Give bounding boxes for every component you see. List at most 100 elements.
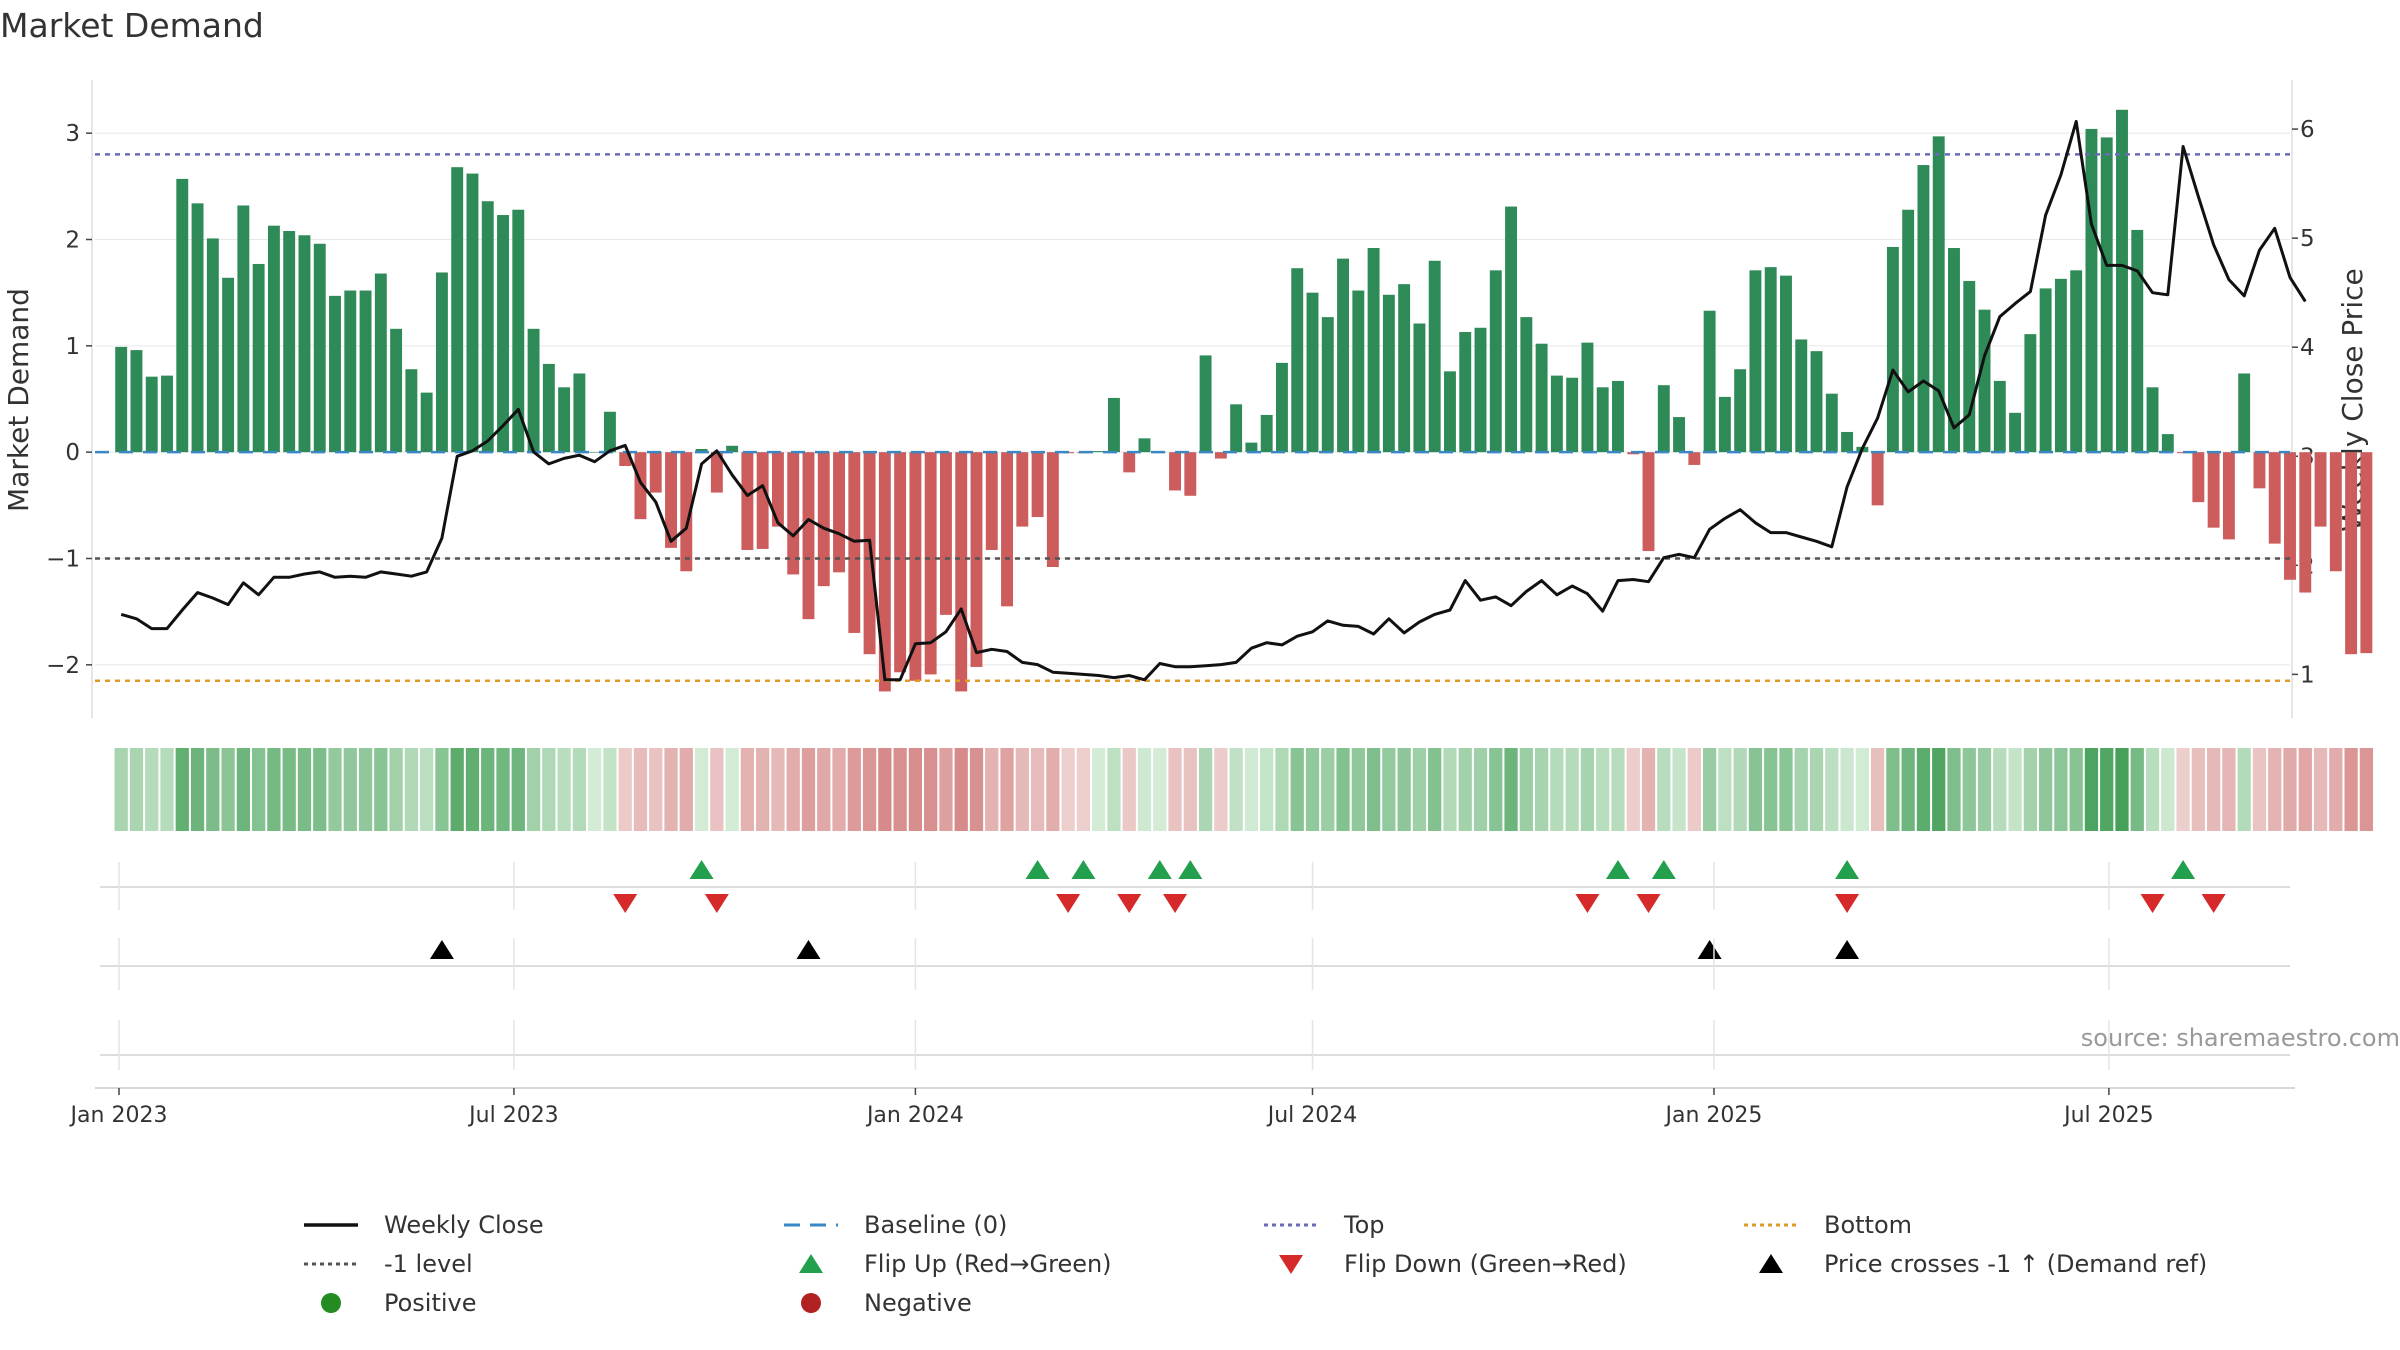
heat-cell	[1519, 748, 1533, 831]
demand-bar	[2131, 229, 2144, 453]
demand-bar	[2360, 452, 2373, 654]
demand-bar	[1612, 380, 1624, 453]
demand-bar	[390, 328, 403, 453]
heat-cell	[2145, 748, 2160, 831]
demand-bar	[298, 235, 311, 453]
heat-cell	[694, 748, 709, 831]
demand-bar	[1367, 248, 1380, 453]
legend-item-minus1-level: -1 level	[300, 1249, 473, 1279]
demand-bar	[2345, 452, 2358, 655]
demand-bar	[665, 452, 677, 548]
demand-bar	[130, 350, 143, 453]
heat-cell	[1794, 748, 1808, 831]
heat-cell	[1932, 748, 1946, 831]
demand-bar	[1886, 246, 1899, 453]
heat-cell	[1825, 748, 1839, 831]
demand-bar	[466, 173, 479, 453]
demand-bar	[1352, 290, 1365, 453]
y-tick-label: −2	[46, 653, 80, 679]
demand-bar	[451, 167, 464, 453]
heat-cell	[1321, 748, 1335, 831]
demand-bar	[2238, 373, 2251, 453]
legend-item-price-cross: Price crosses -1 ↑ (Demand ref)	[1740, 1249, 2207, 1279]
heat-cell	[1260, 748, 1274, 831]
heat-cell	[1336, 748, 1350, 831]
flip-down-marker	[1056, 894, 1081, 913]
heat-cell	[2222, 748, 2236, 831]
legend-label: Flip Up (Red→Green)	[864, 1250, 1112, 1278]
heat-cell	[1030, 748, 1045, 831]
heat-cell	[1718, 748, 1732, 831]
heat-cell	[1428, 748, 1442, 831]
heat-cell	[1672, 748, 1686, 831]
heat-cell	[572, 748, 587, 831]
demand-bar	[1810, 351, 1823, 453]
heat-cell	[2100, 748, 2114, 831]
heat-cell	[664, 748, 678, 831]
heat-cell	[1611, 748, 1625, 831]
demand-bar	[2207, 452, 2220, 528]
heat-cell	[1061, 748, 1075, 831]
demand-bar	[680, 452, 693, 572]
demand-bar	[1688, 452, 1701, 465]
demand-bar	[145, 376, 158, 453]
heat-cell	[710, 748, 724, 831]
heat-cell	[252, 748, 266, 831]
heat-cell	[1107, 748, 1121, 831]
legend-marker-dotted-line	[1264, 1223, 1318, 1227]
demand-bar	[1337, 258, 1350, 453]
demand-bar	[2116, 109, 2128, 453]
legend-marker-dot-icon	[321, 1293, 341, 1313]
heat-cell	[481, 748, 495, 831]
heat-cell	[1137, 748, 1152, 831]
legend-item-positive: Positive	[300, 1288, 477, 1318]
demand-bar	[588, 452, 601, 453]
demand-bar	[1795, 339, 1808, 453]
heat-cell	[908, 748, 923, 831]
heat-cell	[1443, 748, 1457, 831]
heat-cell	[847, 748, 861, 831]
heat-cell	[985, 748, 999, 831]
price-cross-marker	[429, 940, 454, 959]
demand-bar	[512, 209, 525, 453]
heat-cell	[1733, 748, 1747, 831]
demand-bar	[741, 452, 754, 550]
heat-cell	[862, 748, 877, 831]
demand-bar	[252, 263, 265, 453]
heat-cell	[1275, 748, 1289, 831]
heat-cell	[1809, 748, 1824, 831]
demand-bar	[1596, 387, 1609, 453]
legend-marker-triangle-up-icon	[1759, 1254, 1783, 1273]
demand-bar	[939, 452, 952, 615]
price-cross-marker	[1835, 940, 1860, 959]
heat-cell	[1779, 748, 1793, 831]
legend-label: Negative	[864, 1289, 972, 1317]
demand-bar	[1718, 396, 1731, 453]
heat-cell	[2115, 748, 2129, 831]
demand-bar	[1841, 431, 1854, 453]
demand-bar	[2100, 137, 2113, 453]
demand-bar	[1444, 371, 1456, 453]
x-tick-label: Jul 2025	[2062, 1103, 2154, 1128]
heat-cell	[2008, 748, 2022, 831]
heat-cell	[817, 748, 831, 831]
heat-cell	[1886, 748, 1900, 831]
heat-cell	[2252, 748, 2267, 831]
heat-cell	[465, 748, 480, 831]
flip-down-marker	[1117, 894, 1142, 913]
demand-bar	[1138, 438, 1151, 453]
heat-cell	[2023, 748, 2037, 831]
heat-cell	[511, 748, 525, 831]
flip-down-marker	[1636, 894, 1661, 913]
demand-bar	[329, 295, 341, 453]
demand-bar	[1825, 393, 1838, 453]
demand-bar	[2024, 334, 2037, 453]
demand-bar	[1963, 280, 1976, 453]
legend-item-flip-down: Flip Down (Green→Red)	[1260, 1249, 1627, 1279]
demand-bar	[1260, 414, 1273, 453]
legend-item-weekly-close: Weekly Close	[300, 1210, 544, 1240]
heat-cell	[756, 748, 770, 831]
demand-bar	[435, 272, 448, 453]
heat-cell	[1641, 748, 1656, 831]
